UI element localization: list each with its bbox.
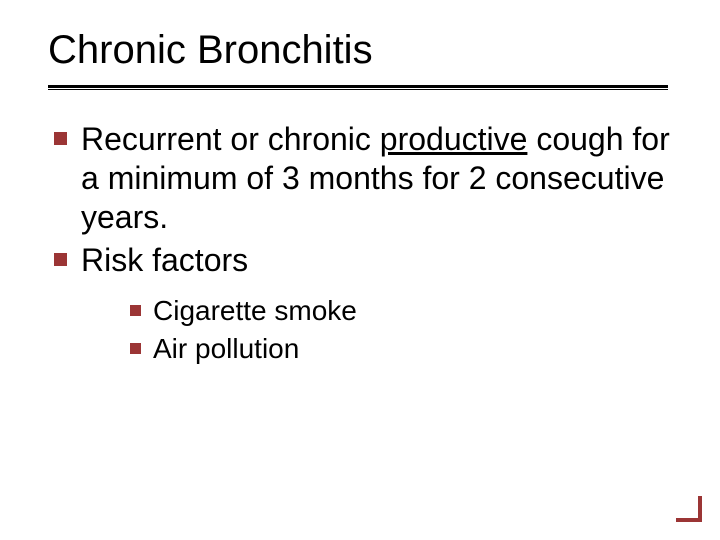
list-item: Air pollution <box>130 332 672 366</box>
title-rule-thin <box>48 89 668 90</box>
bullet-text: Air pollution <box>153 332 299 366</box>
list-item: Recurrent or chronic productive cough fo… <box>54 120 672 237</box>
bullet-text: Recurrent or chronic productive cough fo… <box>81 120 672 237</box>
bullet-icon <box>130 343 141 354</box>
list-item: Cigarette smoke <box>130 294 672 328</box>
bullet-icon <box>54 132 67 145</box>
corner-bar-right <box>698 496 702 522</box>
bullet-text: Cigarette smoke <box>153 294 357 328</box>
underlined-text: productive <box>380 121 528 157</box>
text-segment: Recurrent or chronic <box>81 121 380 157</box>
bullet-text: Risk factors <box>81 241 248 280</box>
bullet-icon <box>54 253 67 266</box>
corner-accent-icon <box>676 496 702 522</box>
slide-body: Recurrent or chronic productive cough fo… <box>48 120 672 365</box>
sub-list: Cigarette smoke Air pollution <box>130 294 672 365</box>
slide-title: Chronic Bronchitis <box>48 28 672 81</box>
list-item: Risk factors <box>54 241 672 280</box>
title-rule-thick <box>48 85 668 88</box>
bullet-icon <box>130 305 141 316</box>
slide: Chronic Bronchitis Recurrent or chronic … <box>0 0 720 540</box>
